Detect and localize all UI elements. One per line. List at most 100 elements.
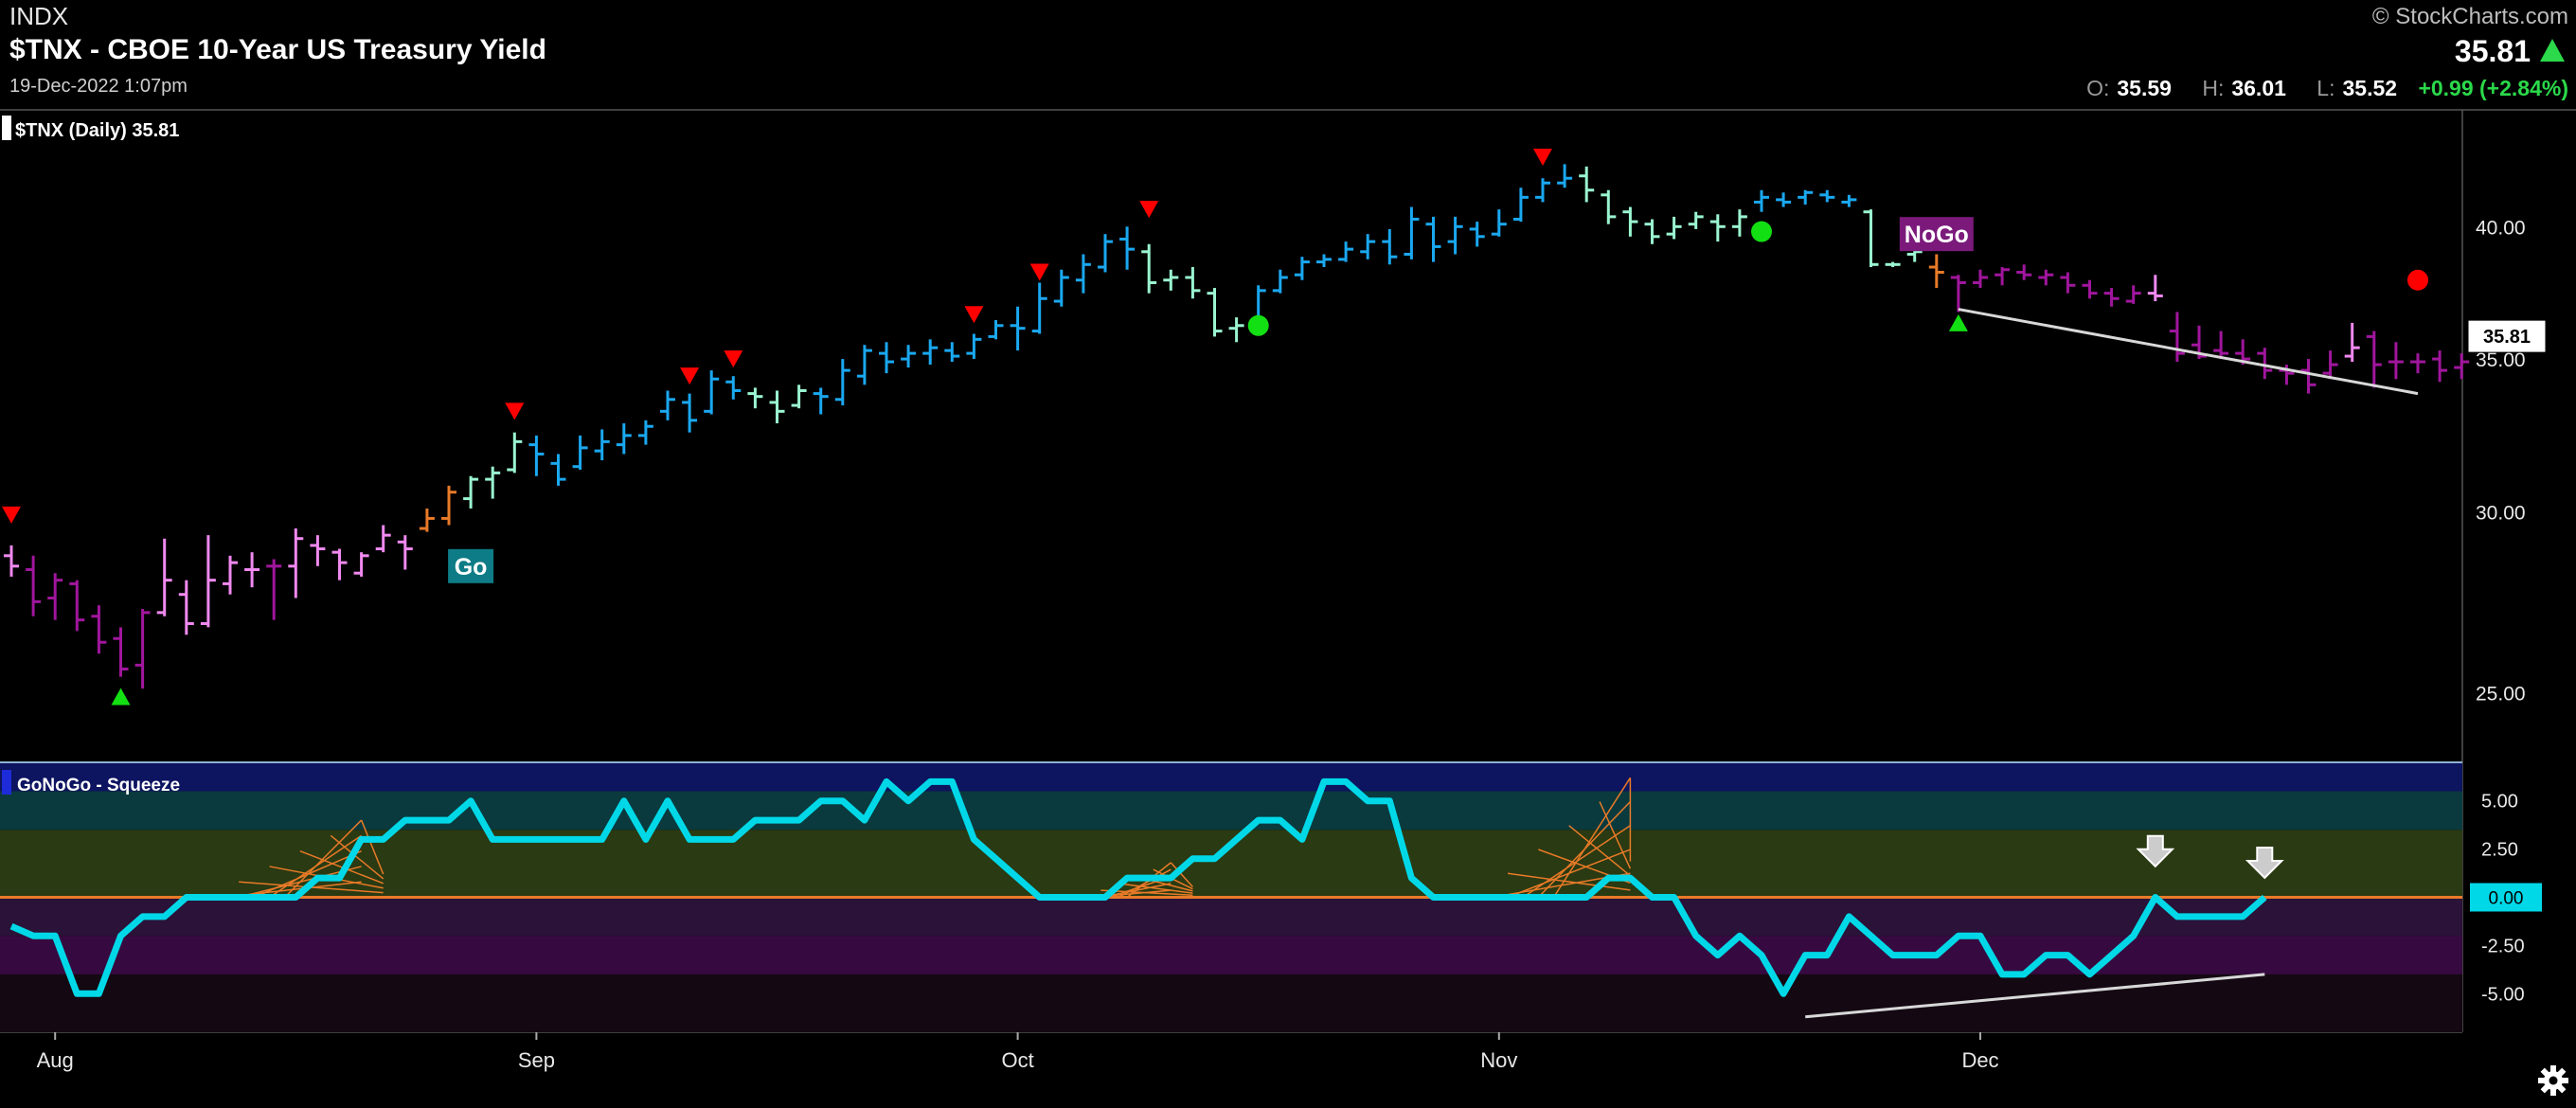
ohlc-bar — [2366, 331, 2382, 388]
bear-dot-marker — [2407, 269, 2428, 291]
ohlc-bar — [1995, 267, 2011, 286]
ohlc-bar — [397, 535, 413, 570]
ohlc-bar — [528, 435, 545, 476]
ohlc-bar — [1272, 269, 1288, 294]
x-tick-label: Aug — [37, 1048, 74, 1072]
ohlc-bar — [725, 376, 742, 400]
ohlc-bar — [1754, 189, 1769, 212]
ohlc-bar — [47, 573, 63, 620]
ohlc-bar — [2344, 322, 2360, 363]
signal-label-bg — [448, 548, 494, 583]
ohlc-bar — [1885, 261, 1901, 268]
ohlc-bar — [901, 345, 917, 368]
ohlc-bar — [266, 559, 282, 620]
ohlc-bar — [2410, 353, 2425, 374]
ohlc-bar — [660, 390, 675, 420]
ohlc-bar — [4, 545, 19, 577]
oscillator-last-tag: 0.00 — [2470, 883, 2542, 912]
ohlc-bar — [1950, 275, 1966, 313]
ohlc-bar — [879, 342, 894, 374]
bull-dot-marker — [1751, 221, 1772, 242]
ohlc-bar — [1491, 209, 1507, 237]
ohlc-bar — [1776, 192, 1792, 207]
ohlc-bar — [2257, 348, 2273, 380]
last-value-bg — [2467, 319, 2547, 353]
ohlc-readout: O: 35.59 H: 36.01 L: 35.52 +0.99 (+2.84%) — [2062, 76, 2568, 101]
ohlc-bar — [1557, 164, 1573, 188]
ohlc-bar — [1644, 219, 1660, 244]
ohlc-bar — [1447, 216, 1463, 255]
bull-dot-marker — [1247, 314, 1269, 336]
ohlc-bar — [988, 320, 1004, 340]
ohlc-bar — [507, 432, 523, 474]
x-tick-label: Nov — [1480, 1048, 1517, 1072]
price-panel-title: $TNX (Daily) 35.81 — [2, 116, 179, 141]
down-arrow-marker — [2245, 847, 2284, 880]
ohlc-bar — [813, 387, 829, 415]
gear-icon[interactable] — [2536, 1063, 2570, 1102]
y-tick-label: 30.00 — [2476, 502, 2526, 524]
title-swatch — [2, 116, 11, 140]
ohlc-bar — [2038, 269, 2054, 286]
ohlc-bar — [2388, 342, 2404, 380]
x-tick-label: Oct — [1001, 1048, 1033, 1072]
squeeze-grid-line — [284, 819, 363, 899]
oscillator-tick-label: -2.50 — [2481, 936, 2525, 956]
ohlc-bar — [1841, 194, 1857, 207]
ohlc-bar — [1010, 306, 1026, 351]
ohlc-bar — [2125, 285, 2141, 304]
ohlc-bar — [26, 555, 42, 617]
open-label: O: — [2086, 76, 2110, 100]
ohlc-bar — [944, 342, 960, 363]
ohlc-bar — [1316, 254, 1332, 268]
ohlc-bar — [244, 552, 260, 588]
bear-triangle-marker — [505, 402, 525, 420]
ohlc-bar — [2060, 272, 2076, 294]
oscillator-trendline — [1805, 973, 2265, 1019]
ohlc-bar — [1141, 243, 1157, 294]
x-tick-label: Sep — [518, 1048, 555, 1072]
oscillator-panel-title-text: GoNoGo - Squeeze — [17, 776, 180, 795]
signal-label-text: NoGo — [1905, 222, 1969, 248]
ohlc-bar — [178, 580, 194, 635]
ohlc-bar — [331, 548, 348, 581]
chart-title: $TNX - CBOE 10-Year US Treasury Yield — [9, 34, 546, 65]
ohlc-bar — [1098, 234, 1113, 273]
ohlc-bar — [1469, 222, 1485, 247]
ohlc-bar — [1053, 269, 1069, 307]
oscillator-tick-label: 5.00 — [2481, 792, 2518, 813]
ohlc-bar — [2016, 264, 2032, 280]
oscillator-band — [0, 974, 2462, 1032]
title-swatch — [2, 770, 11, 795]
low-label: L: — [2317, 76, 2335, 100]
squeeze-grid-line — [1599, 801, 1632, 869]
ohlc-bar — [1666, 216, 1682, 240]
last-value-tag: 35.81 — [2467, 319, 2547, 353]
ohlc-bar — [682, 393, 698, 433]
change-value: +0.99 (+2.84%) — [2418, 76, 2568, 100]
ohlc-bar — [1119, 226, 1136, 270]
oscillator-last-text: 0.00 — [2489, 889, 2524, 909]
ohlc-bar — [2300, 359, 2317, 394]
ohlc-bar — [2082, 279, 2098, 299]
bear-triangle-marker — [964, 306, 984, 324]
ohlc-bar — [1163, 269, 1179, 291]
ohlc-bar — [1338, 241, 1354, 262]
price-trendline — [1958, 308, 2419, 396]
bear-triangle-marker — [1533, 149, 1552, 167]
ohlc-bar — [1382, 228, 1398, 265]
bear-triangle-marker — [680, 367, 700, 385]
ohlc-bar — [1863, 209, 1879, 268]
ohlc-bar — [1360, 234, 1376, 259]
ohlc-bar — [353, 552, 369, 577]
signal-label-text: Go — [455, 554, 488, 581]
ohlc-bar — [1601, 189, 1617, 224]
x-tick-label: Dec — [1961, 1048, 1998, 1072]
ohlc-bar — [1031, 282, 1047, 334]
ohlc-bar — [1731, 209, 1747, 237]
ohlc-bar — [310, 535, 326, 566]
ohlc-bar — [2103, 288, 2120, 307]
bear-triangle-marker — [1029, 263, 1049, 281]
last-price: 35.81 — [2454, 34, 2531, 68]
